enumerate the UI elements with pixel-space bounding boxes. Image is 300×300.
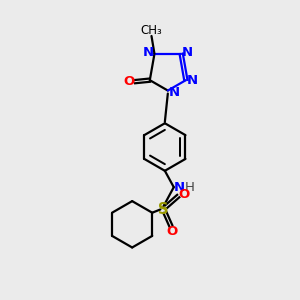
Text: N: N <box>142 46 154 59</box>
Text: O: O <box>167 225 178 238</box>
Text: N: N <box>187 74 198 87</box>
Text: N: N <box>174 181 185 194</box>
Text: S: S <box>158 202 169 217</box>
Text: CH₃: CH₃ <box>141 23 162 37</box>
Text: N: N <box>169 85 180 98</box>
Text: O: O <box>178 188 190 201</box>
Text: H: H <box>185 181 195 194</box>
Text: N: N <box>182 46 193 59</box>
Text: O: O <box>123 75 135 88</box>
